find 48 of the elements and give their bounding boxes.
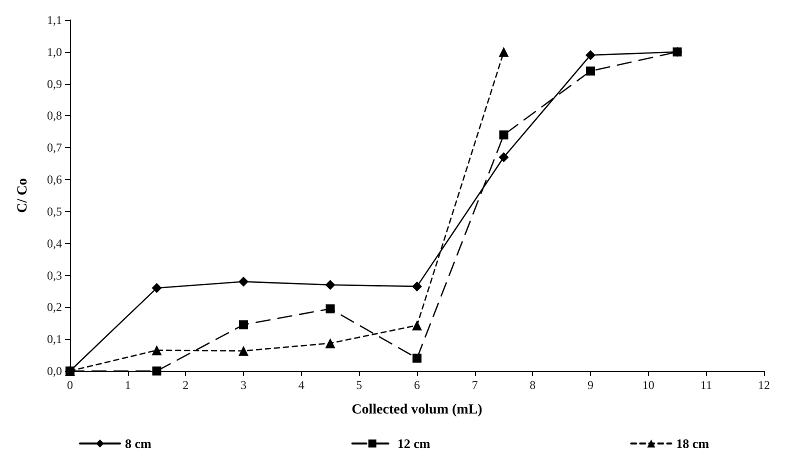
x-tick-label: 12 <box>758 378 770 392</box>
y-tick-label: 0,2 <box>47 300 62 314</box>
point <box>325 280 336 290</box>
y-tick-label: 0,7 <box>47 140 62 155</box>
point <box>498 46 509 57</box>
x-tick-label: 0 <box>67 378 73 392</box>
point <box>325 338 336 348</box>
point <box>238 276 248 287</box>
point <box>152 345 162 356</box>
point <box>238 346 248 356</box>
x-tick-label: 6 <box>414 378 420 392</box>
y-tick-label: 0,3 <box>47 268 62 282</box>
y-axis-title: C/ Co <box>16 178 30 213</box>
y-tick-label: 1,1 <box>47 13 62 27</box>
point <box>152 366 162 376</box>
y-tick-label: 0,4 <box>47 236 62 250</box>
y-tick-label: 0,9 <box>47 76 62 91</box>
x-axis-title: Collected volum (mL) <box>352 402 483 418</box>
legend-label: 18 cm <box>676 436 710 451</box>
y-tick-label: 0,8 <box>47 108 62 123</box>
x-tick-label: 4 <box>298 378 304 392</box>
y-tick-label: 0,6 <box>47 172 62 187</box>
x-tick-label: 9 <box>588 378 594 392</box>
x-tick-label: 2 <box>182 378 189 392</box>
point <box>412 320 422 330</box>
legend-label: 12 cm <box>397 436 430 451</box>
x-tick-label: 7 <box>472 378 478 392</box>
x-tick-label: 1 <box>124 378 131 392</box>
point <box>152 283 162 294</box>
x-tick-label: 8 <box>530 378 536 392</box>
point <box>586 50 596 60</box>
point <box>239 320 248 330</box>
y-tick-label: 0,5 <box>47 204 62 218</box>
x-tick-label: 3 <box>240 378 246 392</box>
point <box>586 66 595 76</box>
y-tick-label: 0,1 <box>47 332 62 346</box>
legend-label: 8 cm <box>124 436 152 451</box>
point <box>498 152 509 162</box>
point <box>672 47 682 56</box>
y-tick-label: 1,0 <box>47 44 62 59</box>
point <box>412 281 422 292</box>
x-tick-label: 5 <box>356 378 362 392</box>
point <box>326 304 335 314</box>
y-tick-label: 0,0 <box>47 364 62 378</box>
x-tick-label: 11 <box>700 378 712 392</box>
point <box>412 354 422 363</box>
point <box>499 130 508 140</box>
x-tick-label: 10 <box>642 378 654 392</box>
